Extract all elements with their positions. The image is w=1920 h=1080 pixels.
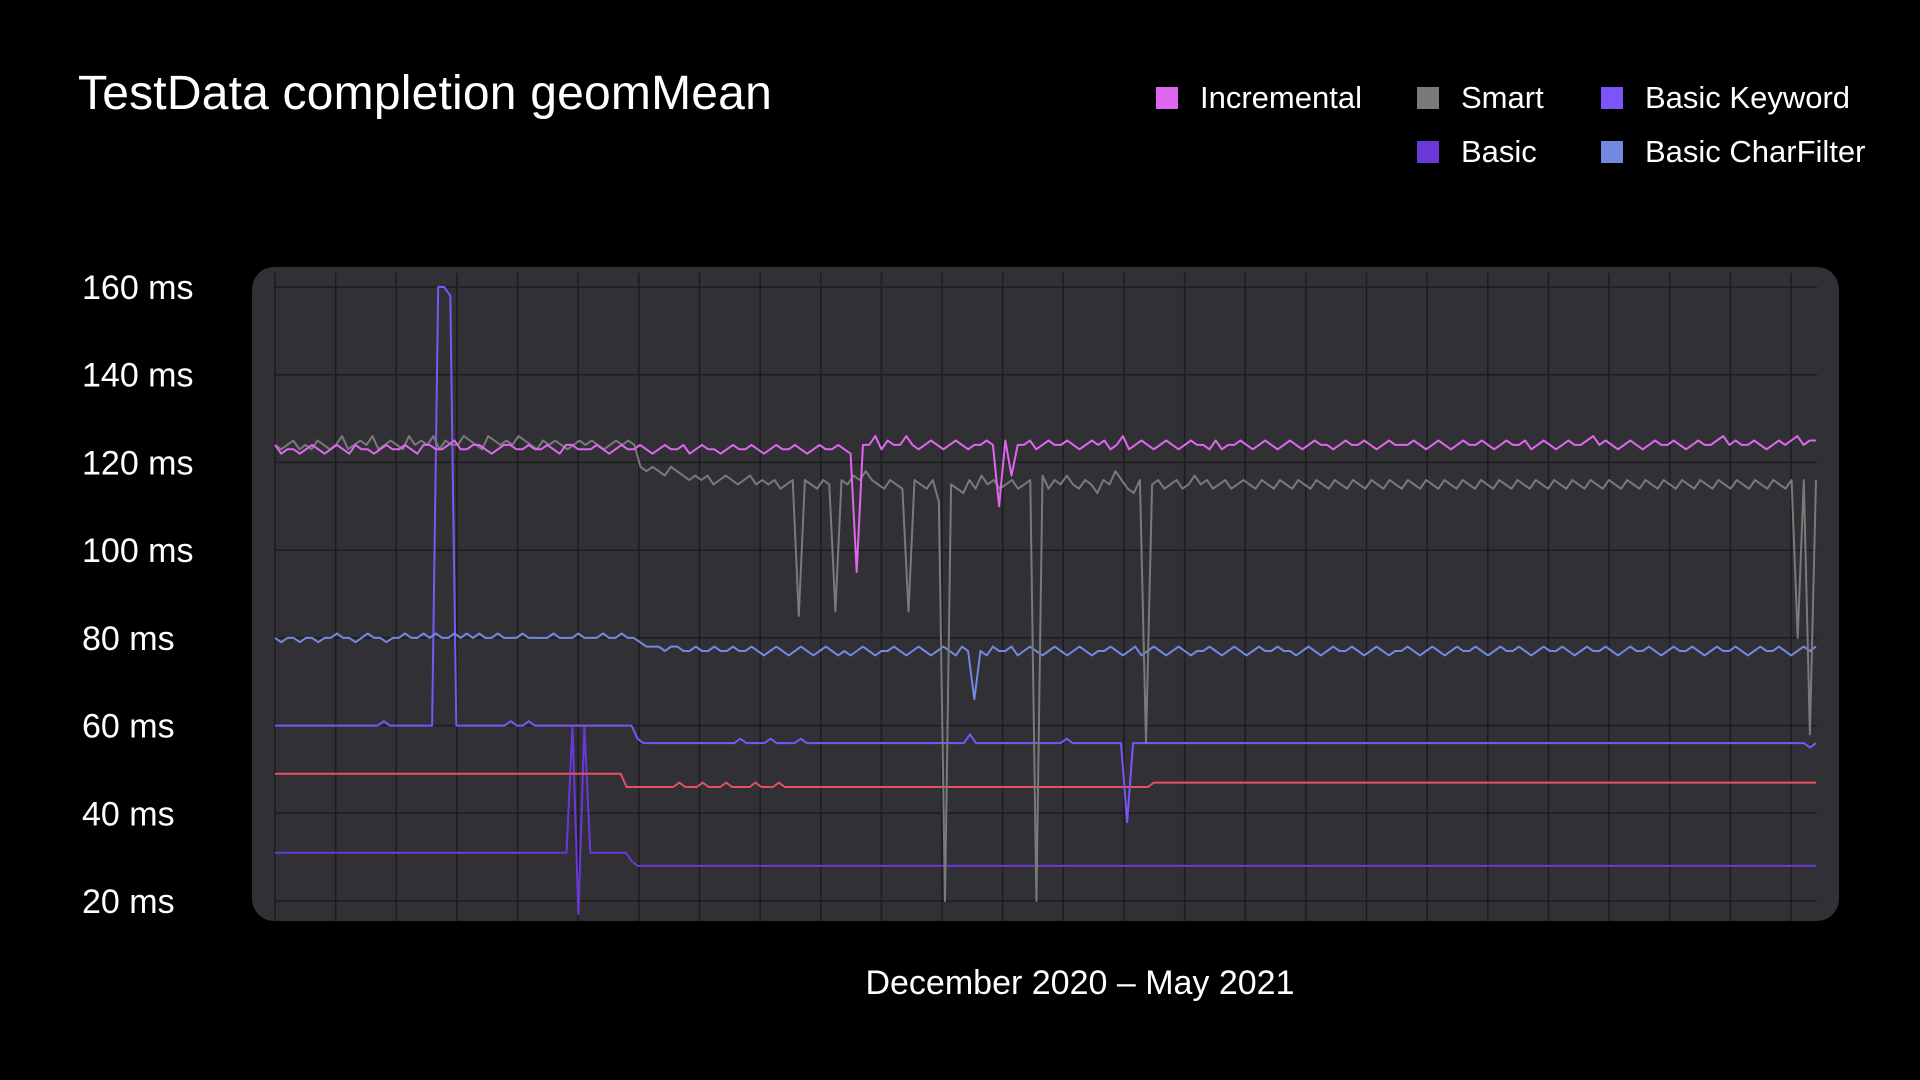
legend-label: Smart xyxy=(1461,80,1544,115)
legend: Incremental Smart Basic Keyword Basic Ba… xyxy=(0,0,1920,200)
y-axis: 160 ms 140 ms 120 ms 100 ms 80 ms 60 ms 40 ms 2… xyxy=(82,269,194,921)
plot-background xyxy=(252,267,1839,921)
legend-item-basic-charfilter: Basic CharFilter xyxy=(1601,134,1866,170)
series-line-basic xyxy=(275,724,1816,916)
chart-title: TestData completion geomMean xyxy=(78,67,772,120)
y-tick-label: 100 ms xyxy=(82,532,194,570)
series-line-basic-keyword xyxy=(275,286,1817,824)
legend-swatch xyxy=(1156,87,1178,109)
y-tick-label: 20 ms xyxy=(82,883,175,921)
legend-item-incremental: Incremental xyxy=(1156,80,1362,116)
legend-label: Incremental xyxy=(1200,80,1362,115)
y-tick-label: 140 ms xyxy=(82,357,194,395)
y-tick-label: 60 ms xyxy=(82,708,175,746)
y-tick-label: 160 ms xyxy=(82,269,194,307)
series-line-basic-charfilter xyxy=(274,632,1817,701)
legend-swatch xyxy=(1417,141,1439,163)
legend-label: Basic xyxy=(1461,134,1537,169)
legend-item-basic-keyword: Basic Keyword xyxy=(1601,80,1850,116)
series-lines xyxy=(274,286,1817,916)
x-axis-label: December 2020 – May 2021 xyxy=(865,964,1295,1002)
legend-swatch xyxy=(1601,87,1623,109)
legend-label: Basic CharFilter xyxy=(1645,134,1866,169)
y-tick-label: 120 ms xyxy=(82,444,194,482)
legend-item-basic: Basic xyxy=(1417,134,1537,170)
legend-item-smart: Smart xyxy=(1417,80,1544,116)
y-tick-label: 80 ms xyxy=(82,620,175,658)
series-line-smart xyxy=(274,435,1817,902)
series-line-unlabeled xyxy=(275,772,1816,788)
legend-swatch xyxy=(1601,141,1623,163)
series-line-incremental xyxy=(274,435,1816,574)
legend-swatch xyxy=(1417,87,1439,109)
y-tick-label: 40 ms xyxy=(82,795,175,833)
plot-area xyxy=(252,267,1839,921)
legend-label: Basic Keyword xyxy=(1645,80,1851,115)
